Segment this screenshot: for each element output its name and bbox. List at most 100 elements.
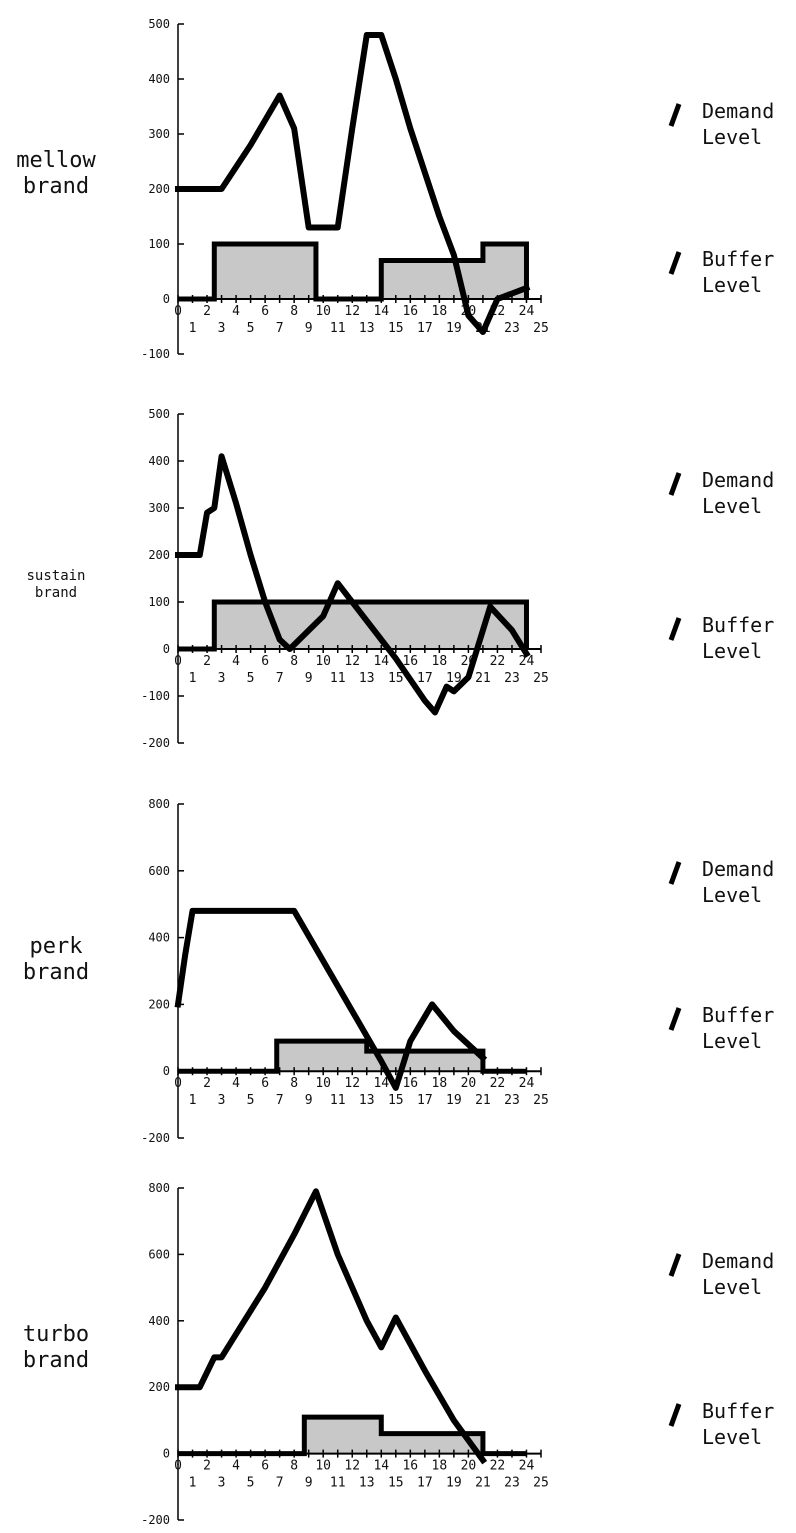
legend-slash-icon <box>668 1253 682 1277</box>
brand-label: perk brand <box>0 934 112 987</box>
x-tick-label: 8 <box>290 304 298 319</box>
legend-slash-icon <box>668 251 682 275</box>
y-tick-label: 0 <box>163 1064 170 1078</box>
buffer-level-area <box>178 1417 527 1454</box>
x-tick-label: 17 <box>417 671 433 686</box>
x-tick-label: 21 <box>475 1476 491 1491</box>
x-tick-label: 10 <box>315 1459 331 1474</box>
x-tick-label: 24 <box>519 1076 535 1091</box>
legend-label: Demand Level <box>702 856 774 908</box>
y-tick-label: 300 <box>148 501 170 515</box>
legend-label-line: Demand <box>702 1249 775 1273</box>
x-tick-label: 11 <box>330 321 346 336</box>
brand-label: turbo brand <box>0 1322 112 1375</box>
x-tick-label: 8 <box>290 1076 298 1091</box>
brand-label-line: brand <box>22 174 90 200</box>
x-tick-label: 9 <box>305 1476 313 1491</box>
y-tick-label: 500 <box>148 407 170 421</box>
buffer-level-area <box>178 1041 527 1072</box>
legend-slash-icon <box>668 861 682 885</box>
x-tick-label: 4 <box>232 1459 240 1474</box>
x-tick-label: 0 <box>174 1459 182 1474</box>
x-tick-label: 5 <box>247 1476 255 1491</box>
legend-demand-level: Demand Level <box>668 856 796 912</box>
y-tick-label: 400 <box>148 1314 170 1328</box>
x-tick-label: 8 <box>290 654 298 669</box>
x-tick-label: 6 <box>261 304 269 319</box>
x-tick-label: 12 <box>344 1076 360 1091</box>
legend-label-line: Level <box>702 1425 763 1449</box>
x-tick-label: 21 <box>475 671 491 686</box>
x-tick-label: 2 <box>203 1076 211 1091</box>
x-tick-label: 17 <box>417 1093 433 1108</box>
brand-label-line: perk <box>29 934 83 959</box>
x-tick-label: 15 <box>388 1093 404 1108</box>
brand-label-line: sustain <box>26 568 86 584</box>
x-tick-label: 8 <box>290 1459 298 1474</box>
brand-label-line: brand <box>22 1348 90 1374</box>
x-tick-label: 0 <box>174 654 182 669</box>
y-tick-label: 600 <box>148 1247 170 1261</box>
x-tick-label: 0 <box>174 1076 182 1091</box>
y-tick-label: 800 <box>148 797 170 811</box>
demand-level-line <box>174 907 488 1091</box>
x-tick-label: 4 <box>232 654 240 669</box>
x-tick-label: 19 <box>446 671 462 686</box>
legend-label: Buffer Level <box>702 612 774 664</box>
legend-slash-icon <box>668 1007 682 1031</box>
x-tick-label: 1 <box>189 671 197 686</box>
x-tick-label: 2 <box>203 654 211 669</box>
legend-label-line: Buffer <box>702 1003 775 1027</box>
x-tick-label: 10 <box>315 654 331 669</box>
x-tick-label: 12 <box>344 1459 360 1474</box>
y-tick-label: 200 <box>148 548 170 562</box>
legend-label-line: Level <box>702 1275 763 1299</box>
x-tick-label: 1 <box>189 1476 197 1491</box>
x-tick-label: 24 <box>519 654 535 669</box>
x-tick-label: 10 <box>315 1076 331 1091</box>
x-tick-label: 14 <box>373 1459 389 1474</box>
y-tick-label: -100 <box>141 689 170 703</box>
legend-demand-level: Demand Level <box>668 467 796 523</box>
legend-label-line: Demand <box>702 468 775 492</box>
legend-label-line: Buffer <box>702 613 775 637</box>
legend-slash-icon <box>668 617 682 641</box>
y-tick-label: 400 <box>148 72 170 86</box>
x-tick-label: 23 <box>504 671 520 686</box>
x-tick-label: 13 <box>359 1476 375 1491</box>
x-tick-label: 23 <box>504 1476 520 1491</box>
legend-label: Buffer Level <box>702 1002 774 1054</box>
x-tick-label: 15 <box>388 321 404 336</box>
x-tick-label: 14 <box>373 654 389 669</box>
chart-perk: -200020040060080001234567891011121314151… <box>141 797 549 1145</box>
x-tick-label: 24 <box>519 1459 535 1474</box>
y-tick-label: 200 <box>148 997 170 1011</box>
x-tick-label: 17 <box>417 1476 433 1491</box>
y-tick-label: -100 <box>141 347 170 361</box>
buffer-level-area <box>178 244 527 299</box>
y-tick-label: 400 <box>148 931 170 945</box>
buffer-level-area <box>178 602 527 649</box>
legend-slash-icon <box>668 1403 682 1427</box>
x-tick-label: 0 <box>174 304 182 319</box>
legend-label-line: Level <box>702 1029 763 1053</box>
x-tick-label: 7 <box>276 671 284 686</box>
legend-label-line: Demand <box>702 857 775 881</box>
legend-buffer-level: Buffer Level <box>668 1002 796 1058</box>
x-tick-label: 5 <box>247 1093 255 1108</box>
x-tick-label: 19 <box>446 1476 462 1491</box>
y-tick-label: 400 <box>148 454 170 468</box>
y-tick-label: 100 <box>148 595 170 609</box>
legend-label-line: Buffer <box>702 247 775 271</box>
x-tick-label: 7 <box>276 1093 284 1108</box>
x-tick-label: 13 <box>359 671 375 686</box>
x-tick-label: 23 <box>504 321 520 336</box>
brand-label: sustain brand <box>0 568 112 602</box>
x-tick-label: 6 <box>261 654 269 669</box>
x-tick-label: 9 <box>305 1093 313 1108</box>
legend-label: Buffer Level <box>702 246 774 298</box>
x-tick-label: 18 <box>432 1459 448 1474</box>
x-tick-label: 24 <box>519 304 535 319</box>
x-tick-label: 13 <box>359 1093 375 1108</box>
